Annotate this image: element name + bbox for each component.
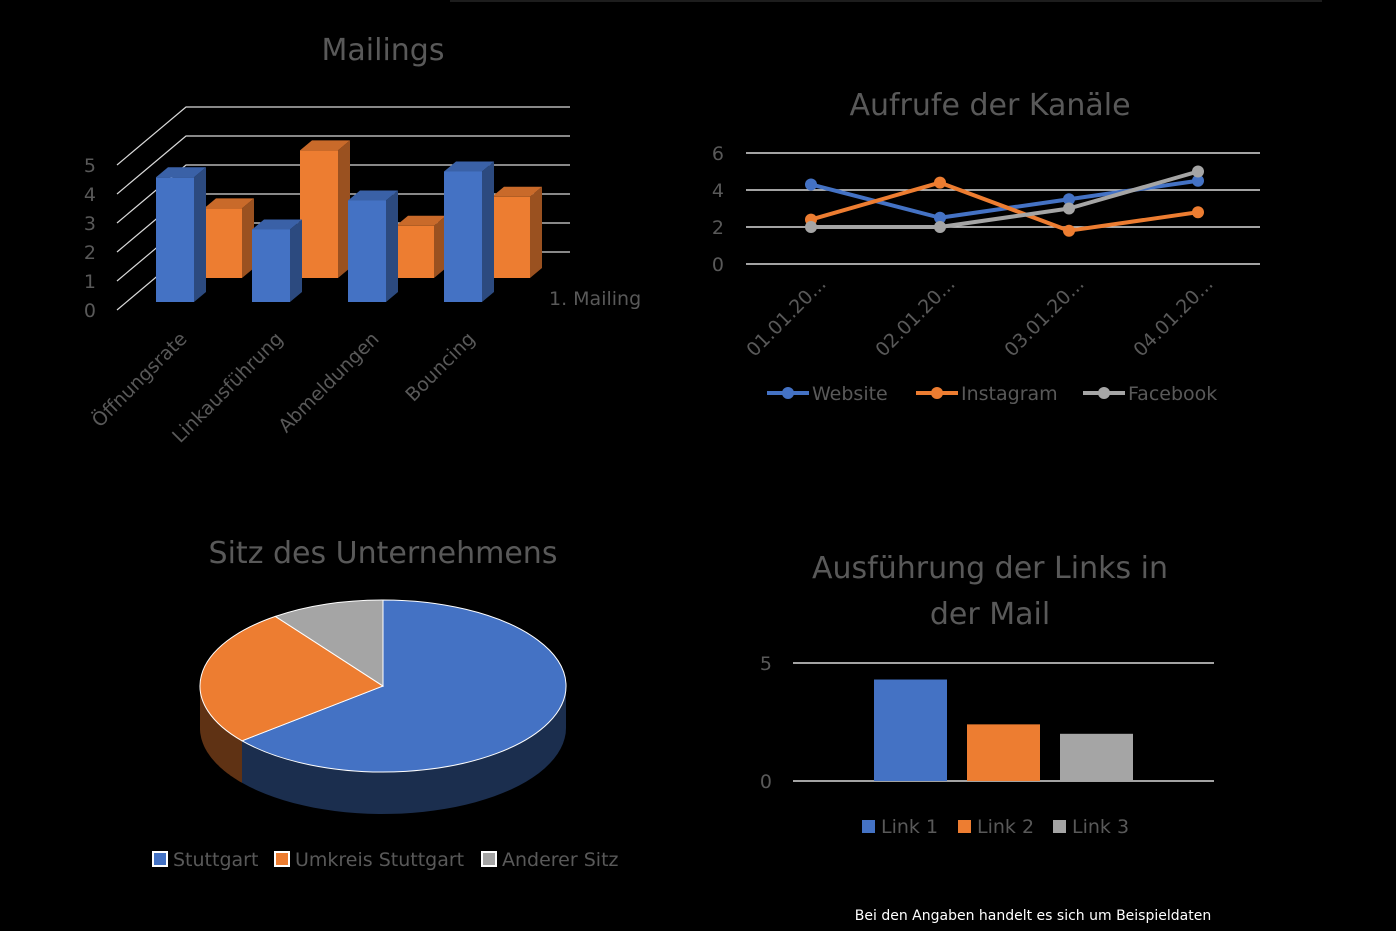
mailings-gridline xyxy=(116,106,570,166)
links-bar-3 xyxy=(1060,733,1133,781)
mailings-gridline xyxy=(116,164,570,224)
pie-slice-umkreis-stuttgart xyxy=(199,615,385,742)
aufrufe-line xyxy=(810,180,1199,233)
links-title-line-1: Ausführung der Links in xyxy=(812,551,1168,586)
mailings-x-tick: Bouncing xyxy=(401,328,479,406)
mailings-series-label: 1. Mailing xyxy=(549,288,641,310)
pie-side-umkreis-stuttgart xyxy=(200,686,242,783)
mailings-y-tick: 1 xyxy=(84,271,96,293)
mailings-bar-series-2 xyxy=(396,215,446,278)
legend-label: Umkreis Stuttgart xyxy=(295,849,464,871)
legend-item-link-2: Link 2 xyxy=(958,816,1034,838)
legend-item-instagram: Instagram xyxy=(916,383,1058,405)
legend-label: Link 2 xyxy=(977,816,1034,838)
mailings-bar-series-1 xyxy=(156,167,206,302)
links-chart: Ausführung der Links in der Mail 0 5 Link… xyxy=(760,551,1214,838)
aufrufe-point xyxy=(934,176,946,189)
links-bar-1 xyxy=(874,679,947,781)
legend-label: Website xyxy=(812,383,888,405)
aufrufe-line xyxy=(811,169,1199,229)
legend-label: Instagram xyxy=(961,383,1058,405)
mailings-y-tick: 4 xyxy=(84,184,96,206)
mailings-gridline xyxy=(116,135,570,195)
mailings-x-tick: Öffnungsrate xyxy=(87,327,191,431)
mailings-y-tick: 3 xyxy=(84,213,96,235)
legend-item-website: Website xyxy=(767,383,888,405)
legend-item-umkreis-stuttgart: Umkreis Stuttgart xyxy=(274,849,464,871)
pie-side-stuttgart xyxy=(242,686,566,814)
aufrufe-point xyxy=(1192,206,1204,219)
sitz-chart: Sitz des Unternehmens Stuttgart Umkreis S… xyxy=(152,536,619,871)
links-y-tick: 0 xyxy=(760,771,772,793)
mailings-bar-series-1 xyxy=(348,190,398,302)
legend-label: Anderer Sitz xyxy=(502,849,619,871)
sitz-title: Sitz des Unternehmens xyxy=(209,536,558,571)
aufrufe-y-tick: 4 xyxy=(712,180,724,202)
legend-label: Link 1 xyxy=(881,816,938,838)
footnote: Bei den Angaben handelt es sich um Beisp… xyxy=(855,908,1211,924)
mailings-title: Mailings xyxy=(322,33,445,68)
mailings-bar-series-2 xyxy=(492,186,542,278)
aufrufe-y-tick: 6 xyxy=(712,143,724,165)
legend-label: Link 3 xyxy=(1072,816,1129,838)
aufrufe-point xyxy=(1063,202,1075,215)
pie-slice-anderer-sitz xyxy=(274,599,384,687)
links-y-tick: 5 xyxy=(760,653,772,675)
mailings-bar-series-2 xyxy=(300,140,350,278)
legend-item-link-3: Link 3 xyxy=(1053,816,1129,838)
aufrufe-title: Aufrufe der Kanäle xyxy=(849,88,1130,123)
mailings-bar-series-1 xyxy=(252,219,302,302)
mailings-bar-series-2 xyxy=(204,198,254,278)
aufrufe-x-tick: 03.01.20... xyxy=(1000,273,1088,361)
links-bar-2 xyxy=(967,724,1040,781)
aufrufe-point xyxy=(1192,165,1204,178)
aufrufe-y-tick: 0 xyxy=(712,254,724,276)
legend-item-facebook: Facebook xyxy=(1083,383,1217,405)
aufrufe-x-tick: 04.01.20... xyxy=(1129,273,1217,361)
aufrufe-chart: Aufrufe der Kanäle 0 2 4 6 01.01.20... 02.01… xyxy=(712,88,1260,405)
links-title-line-2: der Mail xyxy=(930,597,1050,632)
legend-item-anderer-sitz: Anderer Sitz xyxy=(481,849,619,871)
mailings-y-tick: 0 xyxy=(84,300,96,322)
mailings-x-tick: Abmeldungen xyxy=(274,328,383,437)
mailings-y-tick: 2 xyxy=(84,242,96,264)
aufrufe-series-facebook xyxy=(805,165,1204,233)
aufrufe-y-tick: 2 xyxy=(712,217,724,239)
aufrufe-point xyxy=(934,211,946,224)
aufrufe-x-tick: 01.01.20... xyxy=(742,273,830,361)
legend-label: Stuttgart xyxy=(173,849,258,871)
aufrufe-point xyxy=(934,221,946,233)
legend-item-stuttgart: Stuttgart xyxy=(152,849,258,871)
mailings-y-tick: 5 xyxy=(84,155,96,177)
aufrufe-point xyxy=(805,178,817,191)
aufrufe-point xyxy=(1063,224,1075,237)
legend-item-link-1: Link 1 xyxy=(862,816,938,838)
mailings-bar-series-1 xyxy=(444,161,494,302)
aufrufe-series-instagram xyxy=(805,176,1204,237)
aufrufe-x-tick: 02.01.20... xyxy=(871,273,959,361)
legend-label: Facebook xyxy=(1128,383,1217,405)
aufrufe-point xyxy=(805,221,817,233)
aufrufe-point xyxy=(1063,193,1075,206)
pie-slice-stuttgart xyxy=(240,599,567,773)
aufrufe-point xyxy=(1192,174,1204,187)
